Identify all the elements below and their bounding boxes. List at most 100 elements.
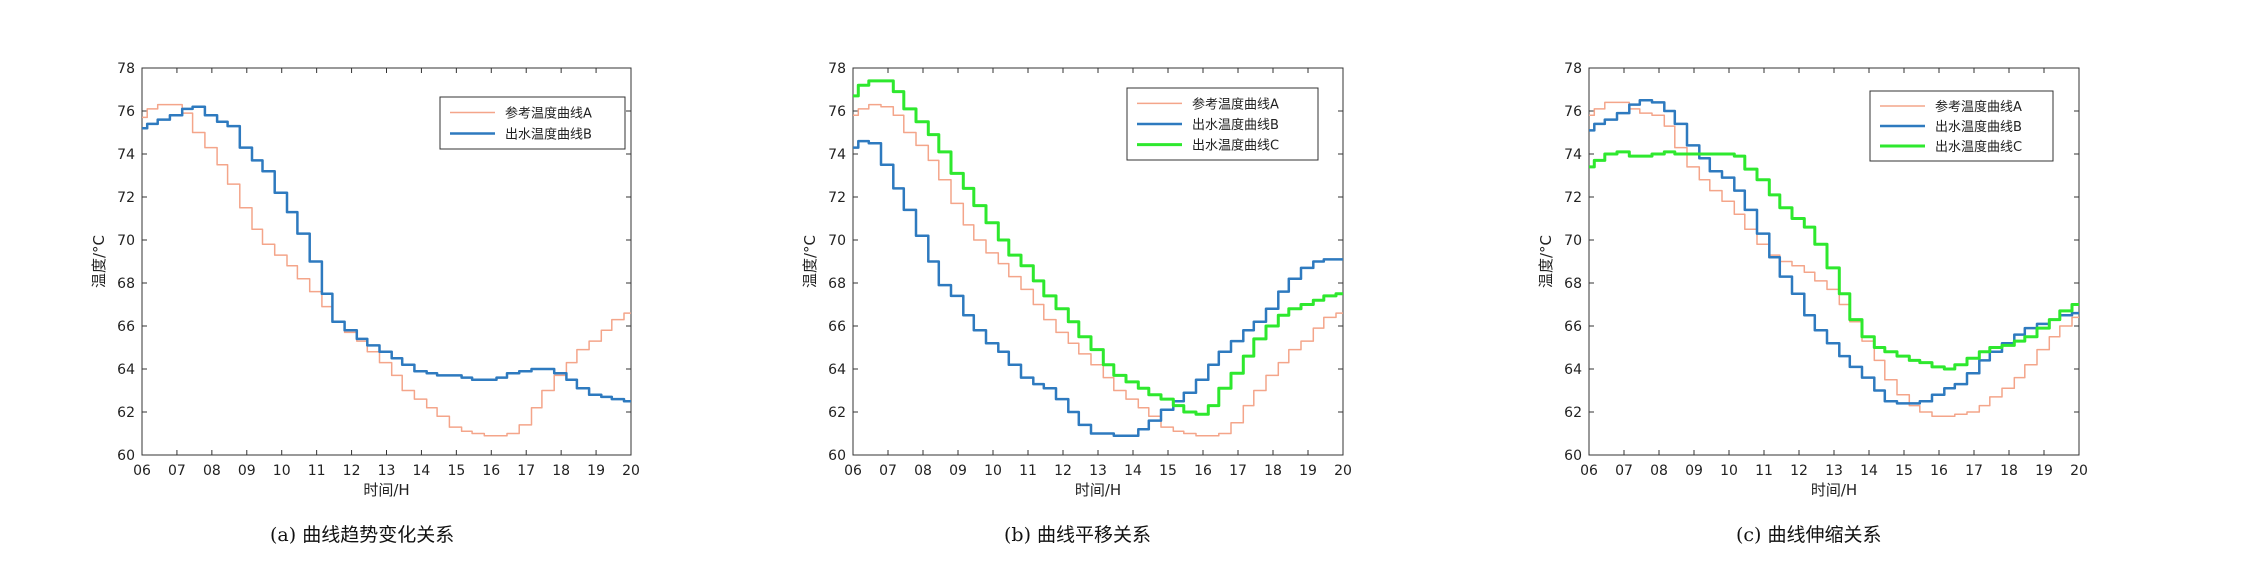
y-tick-label: 72 xyxy=(828,190,846,206)
x-tick-label: 19 xyxy=(1299,463,1317,479)
x-tick-label: 11 xyxy=(308,463,326,479)
x-tick-label: 18 xyxy=(552,463,570,479)
y-tick-label: 68 xyxy=(1564,276,1582,292)
y-tick-label: 60 xyxy=(828,448,846,464)
legend-entry: 参考温度曲线A xyxy=(505,106,592,122)
y-tick-label: 60 xyxy=(1564,448,1582,464)
x-tick-label: 19 xyxy=(2035,463,2053,479)
series-line-c xyxy=(853,79,1343,416)
x-tick-label: 16 xyxy=(1930,463,1948,479)
x-tick-label: 07 xyxy=(879,463,897,479)
y-tick-label: 78 xyxy=(117,61,135,77)
y-tick-label: 74 xyxy=(117,147,135,163)
x-tick-label: 14 xyxy=(1124,463,1142,479)
legend-entry: 出水温度曲线B xyxy=(1192,117,1279,133)
x-tick-label: 06 xyxy=(1580,463,1598,479)
x-tick-label: 13 xyxy=(1825,463,1843,479)
x-tick-label: 11 xyxy=(1755,463,1773,479)
x-axis-label: 时间/H xyxy=(1811,481,1857,499)
y-tick-label: 66 xyxy=(117,319,135,335)
x-tick-label: 07 xyxy=(1615,463,1633,479)
x-tick-label: 13 xyxy=(378,463,396,479)
series-line-c xyxy=(1589,150,2079,371)
y-tick-label: 64 xyxy=(117,362,135,378)
series-line-a xyxy=(853,103,1343,437)
legend-entry: 出水温度曲线B xyxy=(1935,119,2022,135)
x-tick-label: 19 xyxy=(587,463,605,479)
legend-entry: 参考温度曲线A xyxy=(1192,96,1279,112)
x-tick-label: 15 xyxy=(447,463,465,479)
series-line-a xyxy=(1589,101,2079,418)
y-axis-label: 温度/°C xyxy=(801,235,819,288)
x-tick-label: 11 xyxy=(1019,463,1037,479)
series-line-b xyxy=(142,105,631,403)
y-tick-label: 60 xyxy=(117,448,135,464)
y-tick-label: 70 xyxy=(117,233,135,249)
y-tick-label: 78 xyxy=(1564,61,1582,77)
y-tick-label: 66 xyxy=(1564,319,1582,335)
series-line-b xyxy=(853,139,1343,437)
y-tick-label: 70 xyxy=(828,233,846,249)
y-tick-label: 64 xyxy=(1564,362,1582,378)
y-tick-label: 70 xyxy=(1564,233,1582,249)
chart-b: 06 07 08 09 10 11 12 13 14 15 16 17 18 19 20 60 62 64 66 68… xyxy=(801,61,1352,499)
x-tick-label: 18 xyxy=(1264,463,1282,479)
y-tick-label: 68 xyxy=(117,276,135,292)
y-tick-label: 72 xyxy=(1564,190,1582,206)
y-tick-label: 76 xyxy=(117,104,135,120)
caption-a: (a) 曲线趋势变化关系 xyxy=(270,524,455,546)
x-tick-label: 16 xyxy=(482,463,500,479)
x-tick-label: 10 xyxy=(984,463,1002,479)
x-tick-label: 07 xyxy=(168,463,186,479)
y-tick-label: 62 xyxy=(828,405,846,421)
x-tick-label: 20 xyxy=(622,463,640,479)
x-tick-label: 12 xyxy=(1790,463,1808,479)
x-tick-label: 10 xyxy=(273,463,291,479)
legend-box xyxy=(439,96,626,150)
x-tick-label: 09 xyxy=(949,463,967,479)
x-axis-label: 时间/H xyxy=(1075,481,1121,499)
chart-c: 06 07 08 09 10 11 12 13 14 15 16 17 18 19 20 60 62 64 66 68… xyxy=(1537,61,2088,499)
x-tick-label: 12 xyxy=(343,463,361,479)
y-axis-label: 温度/°C xyxy=(90,235,108,288)
x-tick-label: 17 xyxy=(517,463,535,479)
y-axis-label: 温度/°C xyxy=(1537,235,1555,288)
y-tick-label: 66 xyxy=(828,319,846,335)
x-axis-label: 时间/H xyxy=(363,481,409,499)
x-tick-label: 20 xyxy=(2070,463,2088,479)
legend-entry: 出水温度曲线B xyxy=(505,127,592,143)
legend-entry: 参考温度曲线A xyxy=(1935,99,2022,115)
y-tick-label: 76 xyxy=(1564,104,1582,120)
x-tick-label: 10 xyxy=(1720,463,1738,479)
x-tick-label: 17 xyxy=(1229,463,1247,479)
x-tick-label: 13 xyxy=(1089,463,1107,479)
y-tick-label: 68 xyxy=(828,276,846,292)
legend-entry: 出水温度曲线C xyxy=(1192,138,1279,154)
y-tick-label: 78 xyxy=(828,61,846,77)
series-line-a xyxy=(142,103,631,437)
x-tick-label: 16 xyxy=(1194,463,1212,479)
y-tick-label: 74 xyxy=(1564,147,1582,163)
x-tick-label: 08 xyxy=(1650,463,1668,479)
y-tick-label: 62 xyxy=(117,405,135,421)
x-tick-label: 08 xyxy=(914,463,932,479)
legend: 参考温度曲线A 出水温度曲线B 出水温度曲线C xyxy=(1869,90,2054,162)
y-tick-label: 62 xyxy=(1564,405,1582,421)
x-tick-label: 12 xyxy=(1054,463,1072,479)
y-tick-label: 64 xyxy=(828,362,846,378)
legend: 参考温度曲线A 出水温度曲线B xyxy=(439,96,626,150)
x-tick-label: 06 xyxy=(844,463,862,479)
legend: 参考温度曲线A 出水温度曲线B 出水温度曲线C xyxy=(1126,87,1319,161)
series-line-b xyxy=(1589,99,2079,405)
caption-c: (c) 曲线伸缩关系 xyxy=(1736,524,1882,546)
x-tick-label: 06 xyxy=(133,463,151,479)
x-tick-label: 09 xyxy=(1685,463,1703,479)
y-tick-label: 72 xyxy=(117,190,135,206)
chart-a: 06 07 08 09 10 11 12 13 14 15 16 17 18 19 20 60 62 64 66 68… xyxy=(90,61,640,499)
x-tick-label: 18 xyxy=(2000,463,2018,479)
caption-b: (b) 曲线平移关系 xyxy=(1004,524,1152,546)
x-tick-label: 15 xyxy=(1159,463,1177,479)
x-tick-label: 14 xyxy=(1860,463,1878,479)
y-tick-label: 74 xyxy=(828,147,846,163)
x-tick-label: 15 xyxy=(1895,463,1913,479)
